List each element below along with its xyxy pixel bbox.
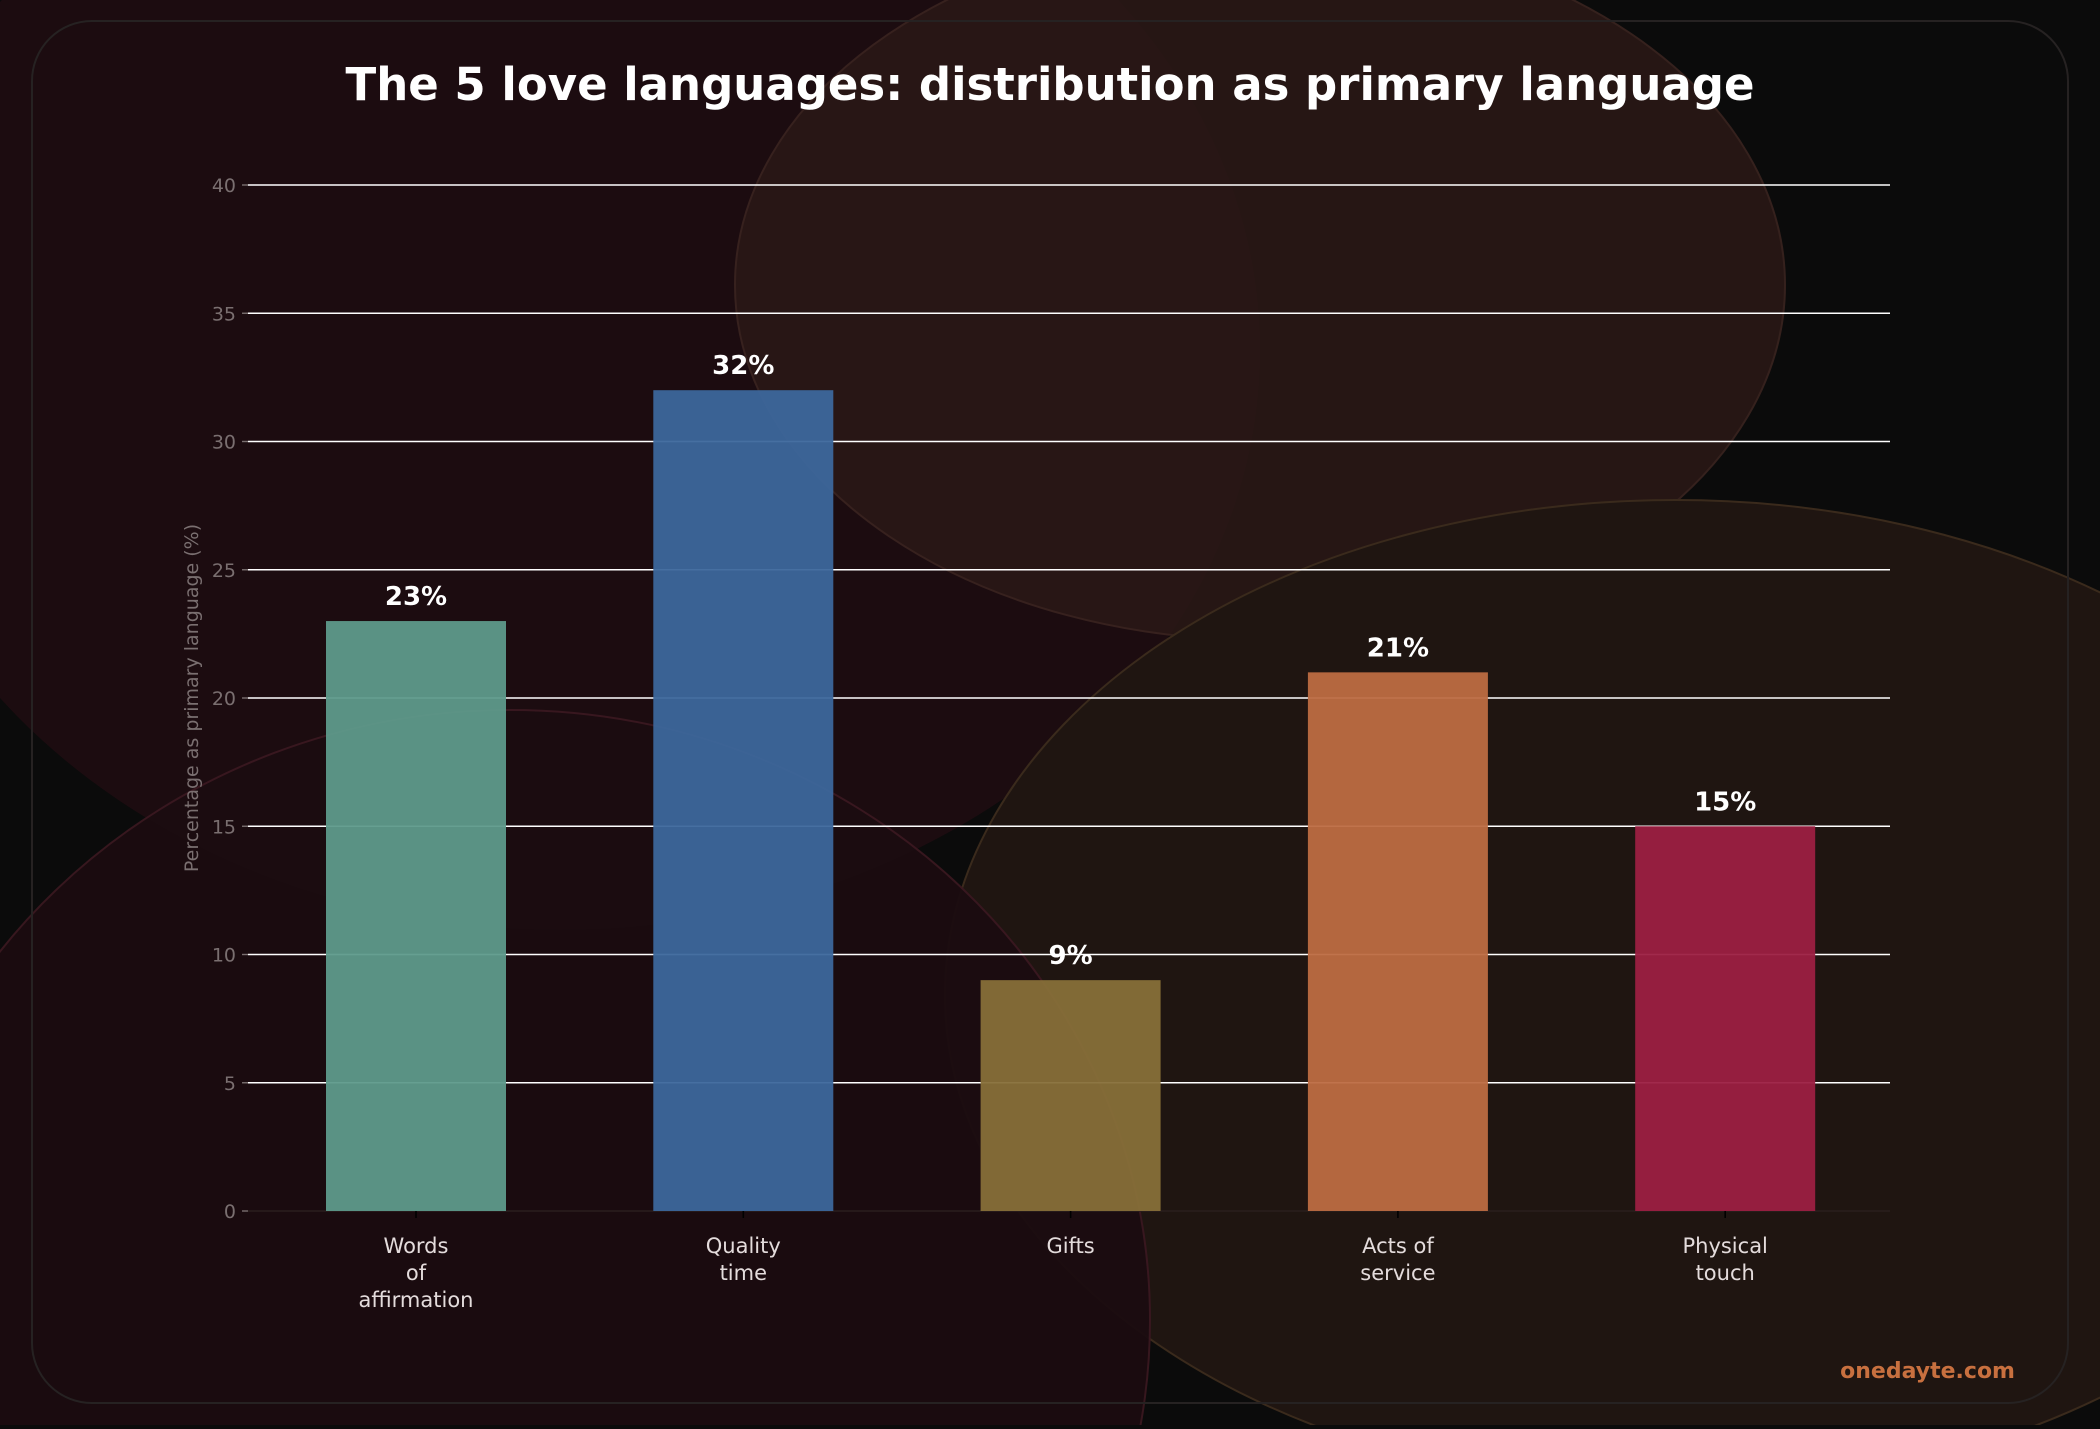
x-tick-label: Acts of service: [1360, 1234, 1435, 1285]
x-tick-label: Words of affirmation: [359, 1234, 474, 1312]
y-tick-label: 25: [212, 560, 236, 582]
watermark-link[interactable]: onedayte.com: [1840, 1359, 2015, 1384]
y-axis-label: Percentage as primary language (%): [181, 524, 203, 872]
chart-title: The 5 love languages: distribution as pr…: [346, 58, 1755, 111]
bar-value-label: 32%: [712, 351, 774, 381]
bar-value-label: 15%: [1694, 787, 1756, 817]
y-tick-label: 30: [212, 432, 236, 454]
y-tick-label: 0: [224, 1201, 236, 1223]
y-tick-label: 10: [212, 945, 236, 967]
y-tick-label: 40: [212, 175, 236, 197]
y-tick-label: 20: [212, 688, 236, 710]
x-tick-label: Physical touch: [1682, 1234, 1767, 1285]
bar[interactable]: [653, 390, 834, 1211]
bar[interactable]: [326, 621, 506, 1211]
chart-card: [31, 20, 2069, 1404]
bar-value-label: 23%: [385, 582, 447, 612]
bar-group: 9% Gifts: [980, 941, 1161, 1258]
bar-group: 15% Physical touch: [1635, 787, 1816, 1285]
y-tick-label: 15: [212, 816, 236, 838]
y-tick-label: 35: [212, 303, 236, 325]
bar-group: 23% Words of affirmation: [326, 582, 506, 1312]
bar[interactable]: [980, 980, 1161, 1211]
bar-group: 21% Acts of service: [1307, 633, 1488, 1285]
bar[interactable]: [1635, 826, 1816, 1211]
x-tick-label: Gifts: [1046, 1234, 1094, 1258]
x-tick-label: Quality time: [706, 1234, 781, 1285]
y-tick-label: 5: [224, 1073, 236, 1095]
bar[interactable]: [1307, 672, 1488, 1211]
bar-value-label: 9%: [1049, 941, 1093, 971]
bar-value-label: 21%: [1367, 633, 1429, 663]
bar-group: 32% Quality time: [653, 351, 834, 1285]
